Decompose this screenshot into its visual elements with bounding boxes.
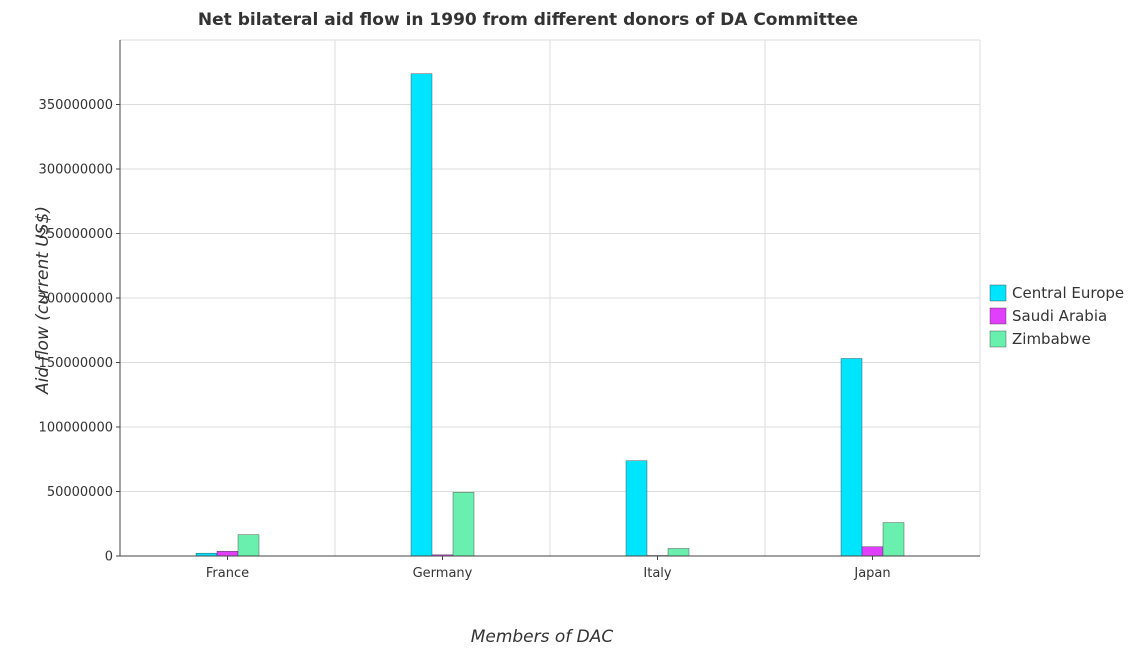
y-tick-label: 150000000: [39, 356, 113, 371]
x-tick-label: Germany: [413, 566, 473, 581]
grid-lines: [119, 39, 981, 557]
legend-entry-label: Saudi Arabia: [1012, 307, 1107, 325]
bar-central-europe-italy: [625, 460, 648, 557]
x-axis-label: Members of DAC: [471, 627, 614, 647]
bar-zimbabwe-italy: [667, 548, 690, 557]
y-tick-label: 200000000: [39, 292, 113, 307]
legend-swatch: [989, 307, 1007, 325]
legend-swatch: [989, 330, 1007, 348]
legend-swatch: [989, 284, 1007, 302]
y-tick-label: 0: [105, 550, 113, 565]
bar-zimbabwe-japan: [882, 522, 905, 557]
y-tick-label: 50000000: [47, 485, 113, 500]
bar-zimbabwe-france: [237, 534, 260, 557]
bar-central-europe-germany: [410, 73, 433, 557]
bar-saudi-arabia-japan: [861, 546, 884, 557]
axes: [116, 40, 980, 560]
y-axis-label: Aid flow (current US$): [33, 206, 53, 395]
legend-entry-label: Zimbabwe: [1012, 330, 1091, 348]
chart-title: Net bilateral aid flow in 1990 from diff…: [198, 10, 858, 30]
x-tick-label: Italy: [643, 566, 672, 581]
legend-entry-label: Central Europe: [1012, 284, 1124, 302]
y-tick-label: 250000000: [39, 227, 113, 242]
x-tick-label: Japan: [853, 566, 890, 581]
bar-zimbabwe-germany: [452, 492, 475, 557]
legend: Central Europe Saudi Arabia Zimbabwe: [989, 284, 1124, 348]
y-tick-label: 100000000: [39, 421, 113, 436]
bars: [195, 73, 905, 557]
bar-central-europe-japan: [840, 358, 863, 557]
bar-saudi-arabia-france: [216, 551, 239, 557]
y-tick-label: 350000000: [39, 98, 113, 113]
y-tick-label: 300000000: [39, 163, 113, 178]
x-tick-label: France: [206, 566, 249, 581]
y-tick-labels: 0 50000000 100000000 150000000 200000000 2500…: [39, 98, 113, 565]
x-tick-labels: France Germany Italy Japan: [206, 566, 891, 581]
